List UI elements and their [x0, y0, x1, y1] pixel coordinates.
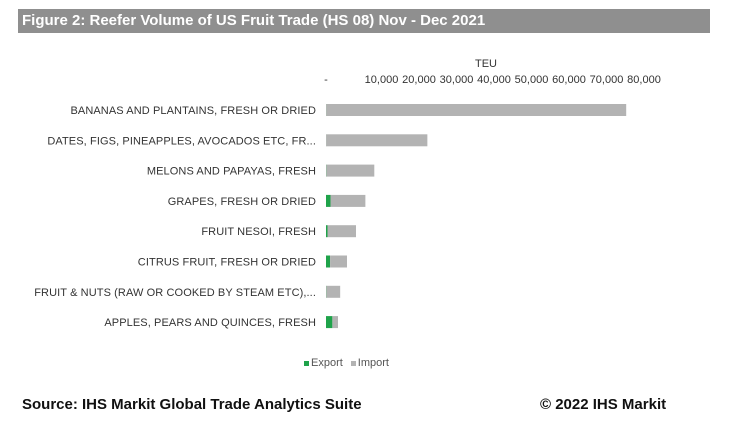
- bar-import: [332, 316, 338, 329]
- axis-unit-label: TEU: [475, 58, 497, 70]
- x-tick-label: 30,000: [440, 74, 474, 86]
- x-tick-label: 20,000: [402, 74, 436, 86]
- source-note: Source: IHS Markit Global Trade Analytic…: [22, 396, 362, 413]
- bar-export: [326, 194, 331, 207]
- category-label: CITRUS FRUIT, FRESH OR DRIED: [138, 257, 316, 269]
- bar-import: [326, 134, 428, 147]
- legend-swatch-export: [304, 360, 309, 366]
- bar-export: [326, 255, 331, 268]
- x-tick-label: 40,000: [477, 74, 511, 86]
- bar-import: [326, 104, 627, 116]
- x-tick-label: 70,000: [590, 74, 624, 86]
- chart-legend: Export Import: [304, 357, 389, 369]
- legend-swatch-import: [350, 360, 356, 366]
- bar-import: [326, 164, 375, 177]
- x-tick-label: 10,000: [365, 74, 399, 86]
- category-label: FRUIT & NUTS (RAW OR COOKED BY STEAM ETC…: [34, 287, 316, 299]
- bar-export: [326, 225, 328, 238]
- category-label: BANANAS AND PLANTAINS, FRESH OR DRIED: [70, 105, 316, 117]
- bar-import: [330, 255, 347, 268]
- category-label: GRAPES, FRESH OR DRIED: [168, 196, 316, 208]
- chart-title: Figure 2: Reefer Volume of US Fruit Trad…: [18, 9, 710, 33]
- category-label: APPLES, PEARS AND QUINCES, FRESH: [104, 317, 316, 329]
- category-label: MELONS AND PAPAYAS, FRESH: [147, 166, 316, 178]
- copyright-note: © 2022 IHS Markit: [540, 396, 667, 413]
- bar-import: [330, 194, 366, 207]
- legend-item-export: Export: [304, 357, 343, 369]
- bar-import: [327, 225, 356, 238]
- x-tick-label: -: [324, 74, 328, 86]
- bar-import: [326, 285, 341, 298]
- legend-item-import: Import: [350, 357, 389, 369]
- legend-label-export: Export: [311, 357, 343, 369]
- category-label: FRUIT NESOI, FRESH: [201, 226, 316, 238]
- category-label: DATES, FIGS, PINEAPPLES, AVOCADOS ETC, F…: [47, 135, 316, 147]
- bar-export: [326, 316, 333, 329]
- x-tick-label: 50,000: [515, 74, 549, 86]
- x-tick-label: 60,000: [552, 74, 586, 86]
- x-tick-label: 80,000: [627, 74, 661, 86]
- legend-label-import: Import: [357, 357, 389, 369]
